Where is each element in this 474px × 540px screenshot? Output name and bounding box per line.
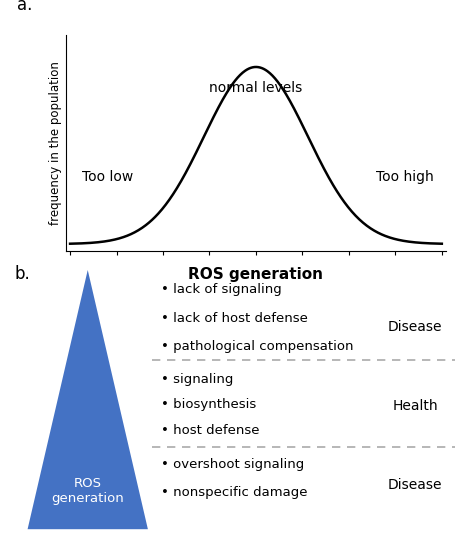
X-axis label: ROS generation: ROS generation xyxy=(189,267,323,282)
Text: • overshoot signaling: • overshoot signaling xyxy=(161,458,304,471)
Text: • biosynthesis: • biosynthesis xyxy=(161,399,256,411)
Text: a.: a. xyxy=(17,0,32,14)
Text: Health: Health xyxy=(392,400,438,413)
Text: ROS
generation: ROS generation xyxy=(51,477,124,505)
Text: b.: b. xyxy=(14,265,30,282)
Text: Too high: Too high xyxy=(376,170,434,184)
Text: Disease: Disease xyxy=(388,478,442,491)
Text: normal levels: normal levels xyxy=(210,81,302,95)
Y-axis label: frequency in the population: frequency in the population xyxy=(49,61,62,225)
Text: • nonspecific damage: • nonspecific damage xyxy=(161,486,308,499)
Text: • signaling: • signaling xyxy=(161,373,234,386)
Text: • lack of signaling: • lack of signaling xyxy=(161,284,282,296)
Text: • host defense: • host defense xyxy=(161,424,260,437)
Polygon shape xyxy=(27,270,148,529)
Text: • lack of host defense: • lack of host defense xyxy=(161,312,308,325)
Text: Disease: Disease xyxy=(388,320,442,334)
Text: • pathological compensation: • pathological compensation xyxy=(161,340,354,353)
Text: Too low: Too low xyxy=(82,170,133,184)
